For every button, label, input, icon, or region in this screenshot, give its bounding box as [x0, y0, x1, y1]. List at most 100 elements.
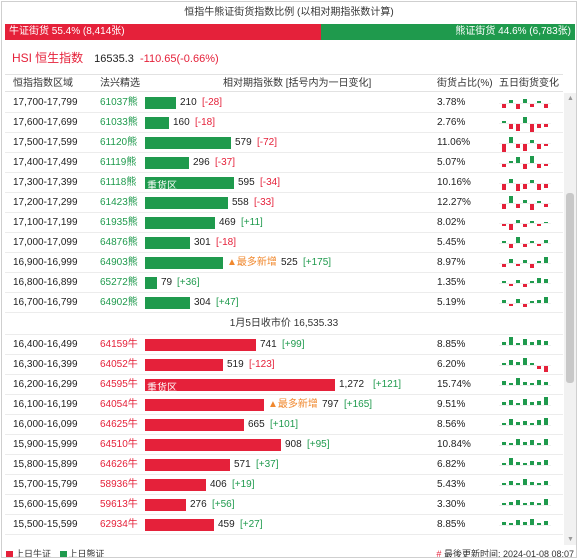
mini-chart-bar [509, 443, 513, 445]
table-row[interactable]: 16,100-16,199 64054牛 ▲最多新增 797 [+165] 9.51% [5, 395, 563, 415]
table-row[interactable]: 15,600-15,699 59613牛 276 [+56] 3.30% [5, 495, 563, 515]
table-row[interactable]: 16,400-16,499 64159牛 741 [+99] 8.85% [5, 335, 563, 355]
mini-chart-zero-line [499, 345, 551, 346]
five-day-mini-chart [499, 94, 551, 112]
mini-chart-bar [523, 144, 527, 151]
header-five-day: 五日街货变化 [499, 78, 559, 89]
product-code-link[interactable]: 61120熊 [100, 137, 138, 148]
table-row[interactable]: 16,700-16,799 64902熊 304 [+47] 5.19% [5, 293, 563, 313]
bull-contracts-bar [145, 459, 230, 471]
mini-chart-bar [516, 343, 520, 345]
range-cell: 16,100-16,199 [13, 399, 78, 410]
product-code-link[interactable]: 64052牛 [100, 359, 138, 370]
table-row[interactable]: 17,400-17,499 61119熊 296 [-37] 5.07% [5, 153, 563, 173]
mini-chart-bar [530, 104, 534, 107]
table-row[interactable]: 17,200-17,299 61423熊 558 [-33] 12.27% [5, 193, 563, 213]
table-row[interactable]: 17,100-17,199 61935熊 469 [+11] 8.02% [5, 213, 563, 233]
table-row[interactable]: 16,800-16,899 65272熊 79 [+36] 1.35% [5, 273, 563, 293]
product-code-link[interactable]: 62934牛 [100, 519, 138, 530]
product-code-link[interactable]: 64903熊 [100, 257, 138, 268]
product-code-link[interactable]: 58936牛 [100, 479, 138, 490]
mini-chart-bar [544, 418, 548, 425]
mini-chart-bar [509, 458, 513, 465]
contracts-value: 797 [322, 399, 339, 410]
mini-chart-bar [509, 100, 513, 103]
mini-chart-bar [509, 259, 513, 263]
mini-chart-bar [502, 463, 506, 465]
mini-chart-zero-line [499, 505, 551, 506]
product-code-link[interactable]: 61118熊 [100, 177, 137, 188]
product-code-link[interactable]: 61935熊 [100, 217, 138, 228]
range-cell: 16,300-16,399 [13, 359, 78, 370]
bull-bear-ratio-bar: 牛证街货 55.4% (8,414张) 熊证街货 44.6% (6,783张) [5, 24, 575, 40]
cbbc-table-body[interactable]: 17,700-17,799 61037熊 210 [-28] 3.78% 17,600-1… [5, 93, 563, 545]
mini-chart-bar [530, 264, 534, 268]
product-code-link[interactable]: 61119熊 [100, 157, 137, 168]
contracts-value: 558 [232, 197, 249, 208]
contracts-value: 571 [234, 459, 251, 470]
table-row[interactable]: 17,500-17,599 61120熊 579 [-72] 11.06% [5, 133, 563, 153]
mini-chart-bar [530, 342, 534, 345]
table-row[interactable]: 17,000-17,099 64876熊 301 [-18] 5.45% [5, 233, 563, 253]
range-cell: 16,800-16,899 [13, 277, 78, 288]
product-code-link[interactable]: 64902熊 [100, 297, 138, 308]
product-code-link[interactable]: 64595牛 [100, 379, 138, 390]
product-code-link[interactable]: 64876熊 [100, 237, 138, 248]
product-code-link[interactable]: 65272熊 [100, 277, 138, 288]
five-day-mini-chart [499, 496, 551, 514]
mini-chart-bar [530, 140, 534, 143]
mini-chart-zero-line [499, 445, 551, 446]
contracts-value: 276 [190, 499, 207, 510]
table-row[interactable]: 17,300-17,399 61118熊 重货区 595 [-34] 10.16% [5, 173, 563, 193]
table-row[interactable]: 17,600-17,699 61033熊 160 [-18] 2.76% [5, 113, 563, 133]
table-row[interactable]: 15,500-15,599 62934牛 459 [+27] 8.85% [5, 515, 563, 535]
share-percent: 3.78% [437, 97, 466, 108]
product-code-link[interactable]: 59613牛 [100, 499, 138, 510]
bear-contracts-bar [145, 297, 190, 309]
product-code-link[interactable]: 64625牛 [100, 419, 138, 430]
scroll-down-icon[interactable]: ▼ [567, 536, 574, 543]
share-percent: 8.56% [437, 419, 466, 430]
product-code-link[interactable]: 64626牛 [100, 459, 138, 470]
share-percent: 3.30% [437, 499, 466, 510]
contracts-value: 665 [248, 419, 265, 430]
table-row[interactable]: 16,300-16,399 64052牛 519 [-123] 6.20% [5, 355, 563, 375]
mini-chart-bar [516, 144, 520, 148]
mini-chart-bar [523, 503, 527, 505]
product-code-link[interactable]: 61037熊 [100, 97, 138, 108]
mini-chart-zero-line [499, 425, 551, 426]
mini-chart-bar [523, 200, 527, 203]
table-row[interactable]: 16,200-16,299 64595牛 重货区 1,272 [+121] 15.74% [5, 375, 563, 395]
index-name[interactable]: 恒生指数 [35, 51, 84, 65]
scroll-up-icon[interactable]: ▲ [567, 95, 574, 102]
mini-chart-bar [530, 440, 534, 445]
product-code-link[interactable]: 64510牛 [100, 439, 138, 450]
index-code[interactable]: HSI [12, 51, 33, 65]
most-added-tag: ▲最多新增 [268, 399, 318, 410]
table-row[interactable]: 17,700-17,799 61037熊 210 [-28] 3.78% [5, 93, 563, 113]
bull-contracts-bar [145, 519, 214, 531]
mini-chart-zero-line [499, 263, 551, 264]
header-product: 法兴精选 [100, 78, 140, 89]
product-code-link[interactable]: 61033熊 [100, 117, 138, 128]
table-row[interactable]: 15,700-15,799 58936牛 406 [+19] 5.43% [5, 475, 563, 495]
mini-chart-bar [537, 144, 541, 149]
bear-contracts-bar [145, 237, 190, 249]
product-code-link[interactable]: 64054牛 [100, 399, 138, 410]
table-row[interactable]: 16,000-16,099 64625牛 665 [+101] 8.56% [5, 415, 563, 435]
bear-contracts-bar [145, 257, 223, 269]
table-row[interactable]: 15,900-15,999 64510牛 908 [+95] 10.84% [5, 435, 563, 455]
table-row[interactable]: 15,800-15,899 64626牛 571 [+37] 6.82% [5, 455, 563, 475]
scrollbar-thumb[interactable] [566, 193, 574, 383]
scrollbar[interactable]: ▲ ▼ [564, 93, 576, 545]
mini-chart-bar [502, 104, 506, 108]
five-day-mini-chart [499, 254, 551, 272]
product-code-link[interactable]: 61423熊 [100, 197, 138, 208]
update-hash: # [436, 549, 442, 558]
table-row[interactable]: 16,900-16,999 64903熊 ▲最多新增 525 [+175] 8.97% [5, 253, 563, 273]
mini-chart-bar [523, 244, 527, 247]
mini-chart-bar [530, 301, 534, 303]
mini-chart-bar [509, 179, 513, 183]
product-code-link[interactable]: 64159牛 [100, 339, 138, 350]
